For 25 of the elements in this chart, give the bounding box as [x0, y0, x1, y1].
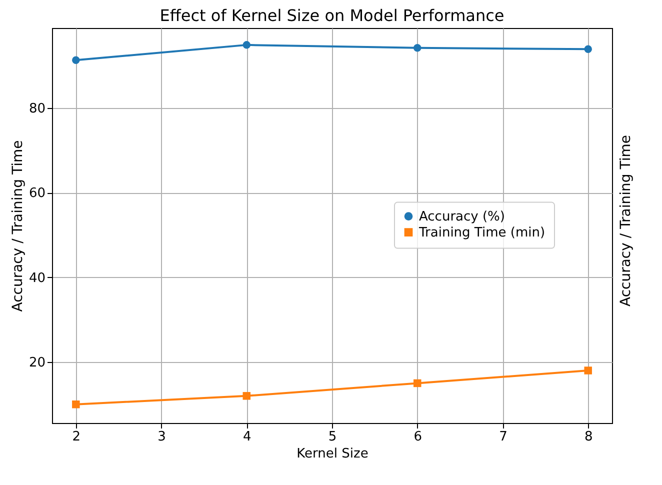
x-tick-label: 8 — [584, 430, 593, 444]
y-tick-label: 80 — [28, 102, 46, 117]
chart-title: Effect of Kernel Size on Model Performance — [160, 6, 504, 25]
point — [584, 45, 592, 54]
point — [584, 366, 592, 374]
y-tick-label: 60 — [28, 186, 46, 202]
x-tick-label: 7 — [499, 430, 508, 444]
y-tick-label: 20 — [28, 356, 46, 371]
x-tick-label: 3 — [158, 430, 166, 444]
x-tick-label: 5 — [328, 430, 337, 444]
point — [413, 44, 422, 52]
x-tick-label: 6 — [414, 430, 422, 444]
x-tick-label: 4 — [242, 430, 252, 444]
y-tick-label: 40 — [28, 270, 46, 286]
point — [72, 56, 80, 64]
x-axis-title: Kernel Size — [296, 446, 368, 462]
y-axis-title: Accuracy / Training Time — [10, 140, 26, 312]
x-tick-label: 2 — [72, 430, 81, 444]
point — [242, 41, 251, 49]
point — [242, 392, 251, 400]
legend-label: Training Time (min) — [418, 225, 546, 240]
point — [72, 400, 80, 408]
legend-label: Accuracy (%) — [419, 209, 505, 224]
y2-axis-title: Accuracy / Training Time — [618, 135, 634, 306]
point — [413, 379, 422, 388]
